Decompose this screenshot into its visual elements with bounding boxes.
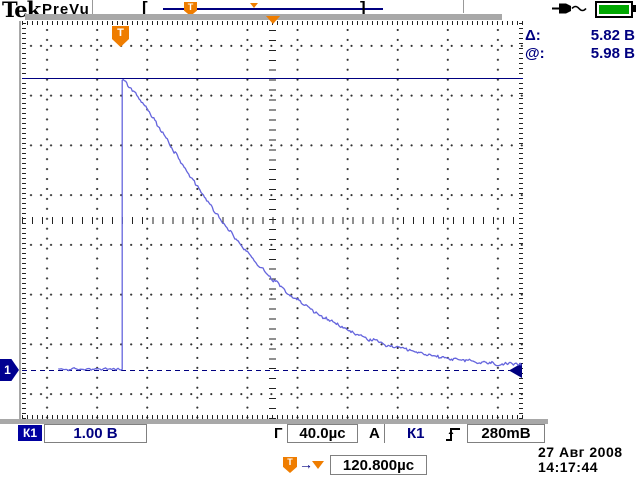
delay-time-readout[interactable]: 120.800µс bbox=[330, 455, 427, 475]
trigger-source-label: К1 bbox=[407, 425, 425, 442]
delta-value: 5.82 В bbox=[590, 27, 635, 44]
record-view-line bbox=[163, 8, 383, 10]
delay-target-triangle-icon bbox=[312, 461, 324, 469]
top-gray-strip bbox=[25, 14, 502, 20]
channel1-ground-marker[interactable]: 1 bbox=[0, 359, 19, 381]
battery-icon bbox=[595, 1, 636, 18]
top-separator-2 bbox=[463, 0, 464, 13]
time-label: 14:17:44 bbox=[538, 459, 599, 475]
trigger-level-readout[interactable]: 280mВ bbox=[467, 424, 545, 443]
horizontal-label: Г bbox=[274, 425, 283, 442]
channel1-badge[interactable]: К1 bbox=[18, 425, 42, 441]
graticule-center-axis-vertical bbox=[269, 21, 276, 419]
acquisition-mode-label: PreVu bbox=[42, 1, 90, 18]
channel1-scale-readout[interactable]: 1.00 В bbox=[44, 424, 147, 443]
cursor-at-readout: @: 5.98 В bbox=[525, 45, 635, 62]
ac-power-plug-icon bbox=[552, 3, 587, 14]
graticule-left-bar bbox=[19, 21, 21, 419]
trigger-mode-label: А bbox=[369, 425, 380, 442]
voltage-cursor-active-line[interactable] bbox=[22, 78, 523, 79]
trigger-position-flag-icon[interactable]: T bbox=[112, 26, 129, 47]
trigger-rising-edge-icon bbox=[446, 428, 460, 441]
channel1-waveform-trace bbox=[58, 78, 522, 372]
record-view-bracket-left: [ bbox=[142, 0, 148, 17]
cursor-delta-readout: Δ: 5.82 В bbox=[525, 27, 635, 44]
delay-trigger-t-icon: T bbox=[283, 457, 297, 473]
horizontal-scale-readout[interactable]: 40.0µс bbox=[287, 424, 358, 443]
expansion-point-triangle-icon bbox=[266, 16, 280, 24]
at-label: @: bbox=[525, 45, 545, 62]
delta-label: Δ: bbox=[525, 27, 541, 44]
voltage-cursor-reference-line[interactable] bbox=[22, 370, 523, 371]
record-view-bracket-right: ] bbox=[360, 0, 366, 17]
delay-arrow-icon: → bbox=[299, 456, 313, 472]
graticule: T bbox=[22, 21, 523, 419]
record-trigger-t-icon: T bbox=[184, 2, 197, 16]
record-window-triangle-icon bbox=[250, 3, 258, 8]
at-value: 5.98 В bbox=[590, 45, 635, 62]
bottom-gray-strip bbox=[0, 419, 548, 424]
battery-level-fill bbox=[599, 5, 629, 14]
trigger-separator bbox=[384, 424, 385, 443]
top-separator bbox=[92, 0, 93, 14]
battery-nub bbox=[633, 5, 636, 12]
date-label: 27 Авг 2008 bbox=[538, 444, 623, 460]
waveform-plot bbox=[58, 78, 522, 372]
